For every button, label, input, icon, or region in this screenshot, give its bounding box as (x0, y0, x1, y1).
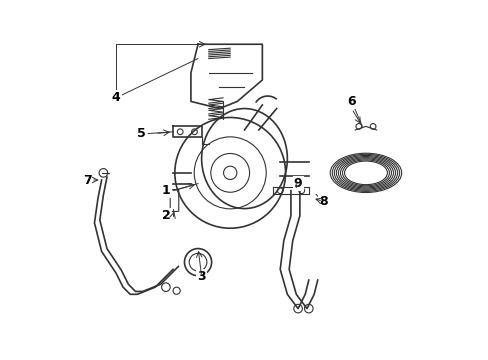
Text: 5: 5 (136, 127, 145, 140)
Text: 7: 7 (83, 174, 92, 186)
Text: 3: 3 (197, 270, 205, 283)
Text: 6: 6 (346, 95, 355, 108)
Text: 4: 4 (111, 91, 120, 104)
Text: 8: 8 (318, 195, 327, 208)
Text: 2: 2 (161, 209, 170, 222)
Text: 1: 1 (161, 184, 170, 197)
Text: 9: 9 (293, 177, 302, 190)
